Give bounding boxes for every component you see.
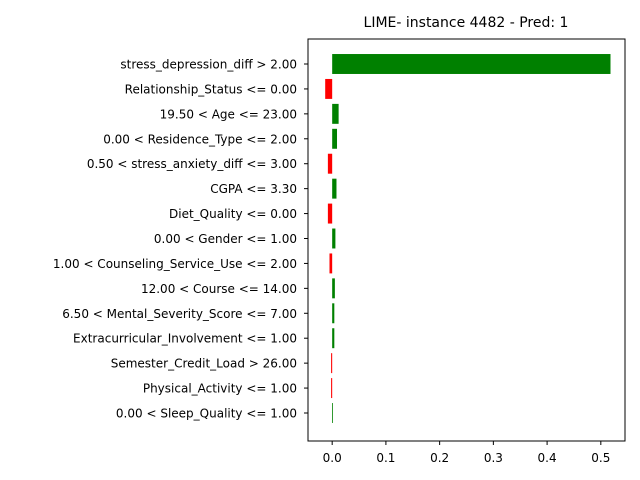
y-tick-label-2: 19.50 < Age <= 23.00 bbox=[160, 107, 297, 121]
y-tick-label-14: 0.00 < Sleep_Quality <= 1.00 bbox=[116, 407, 297, 421]
bar-6 bbox=[327, 203, 333, 224]
bar-1 bbox=[325, 78, 333, 99]
bars-group bbox=[325, 54, 611, 423]
bar-13 bbox=[331, 378, 333, 399]
plot-frame bbox=[307, 38, 626, 442]
bar-7 bbox=[332, 228, 336, 249]
bar-8 bbox=[329, 253, 333, 274]
y-tick-label-6: Diet_Quality <= 0.00 bbox=[169, 207, 297, 221]
bar-12 bbox=[331, 353, 333, 374]
x-tick-label-0: 0.0 bbox=[323, 451, 342, 465]
y-tick-label-8: 1.00 < Counseling_Service_Use <= 2.00 bbox=[53, 257, 297, 271]
y-tick-labels: stress_depression_diff > 2.00 Relationshi… bbox=[53, 58, 308, 421]
bar-5 bbox=[332, 178, 337, 199]
y-tick-label-12: Semester_Credit_Load > 26.00 bbox=[111, 357, 297, 371]
y-tick-label-9: 12.00 < Course <= 14.00 bbox=[141, 282, 297, 296]
x-tick-label-5: 0.5 bbox=[591, 451, 610, 465]
x-ticks: 0.0 0.1 0.2 0.3 0.4 0.5 bbox=[323, 441, 610, 465]
y-tick-label-5: CGPA <= 3.30 bbox=[210, 182, 297, 196]
y-tick-label-11: Extracurricular_Involvement <= 1.00 bbox=[73, 332, 297, 346]
y-tick-label-4: 0.50 < stress_anxiety_diff <= 3.00 bbox=[87, 157, 297, 171]
y-tick-label-10: 6.50 < Mental_Severity_Score <= 7.00 bbox=[62, 307, 297, 321]
x-tick-label-4: 0.4 bbox=[538, 451, 557, 465]
x-tick-label-2: 0.2 bbox=[430, 451, 449, 465]
bar-2 bbox=[332, 103, 339, 124]
bar-0 bbox=[332, 54, 611, 74]
y-tick-label-1: Relationship_Status <= 0.00 bbox=[125, 82, 297, 96]
y-tick-label-3: 0.00 < Residence_Type <= 2.00 bbox=[103, 132, 297, 146]
bar-4 bbox=[327, 153, 333, 174]
y-tick-label-13: Physical_Activity <= 1.00 bbox=[143, 382, 297, 396]
chart-title: LIME- instance 4482 - Pred: 1 bbox=[364, 15, 569, 31]
y-tick-label-7: 0.00 < Gender <= 1.00 bbox=[154, 232, 297, 246]
bar-10 bbox=[332, 303, 335, 324]
x-tick-label-1: 0.1 bbox=[376, 451, 395, 465]
bar-11 bbox=[332, 328, 335, 349]
bar-14 bbox=[332, 403, 333, 423]
y-tick-label-0: stress_depression_diff > 2.00 bbox=[120, 58, 297, 72]
bar-3 bbox=[332, 128, 338, 149]
x-tick-label-3: 0.3 bbox=[484, 451, 503, 465]
bar-9 bbox=[332, 278, 335, 299]
